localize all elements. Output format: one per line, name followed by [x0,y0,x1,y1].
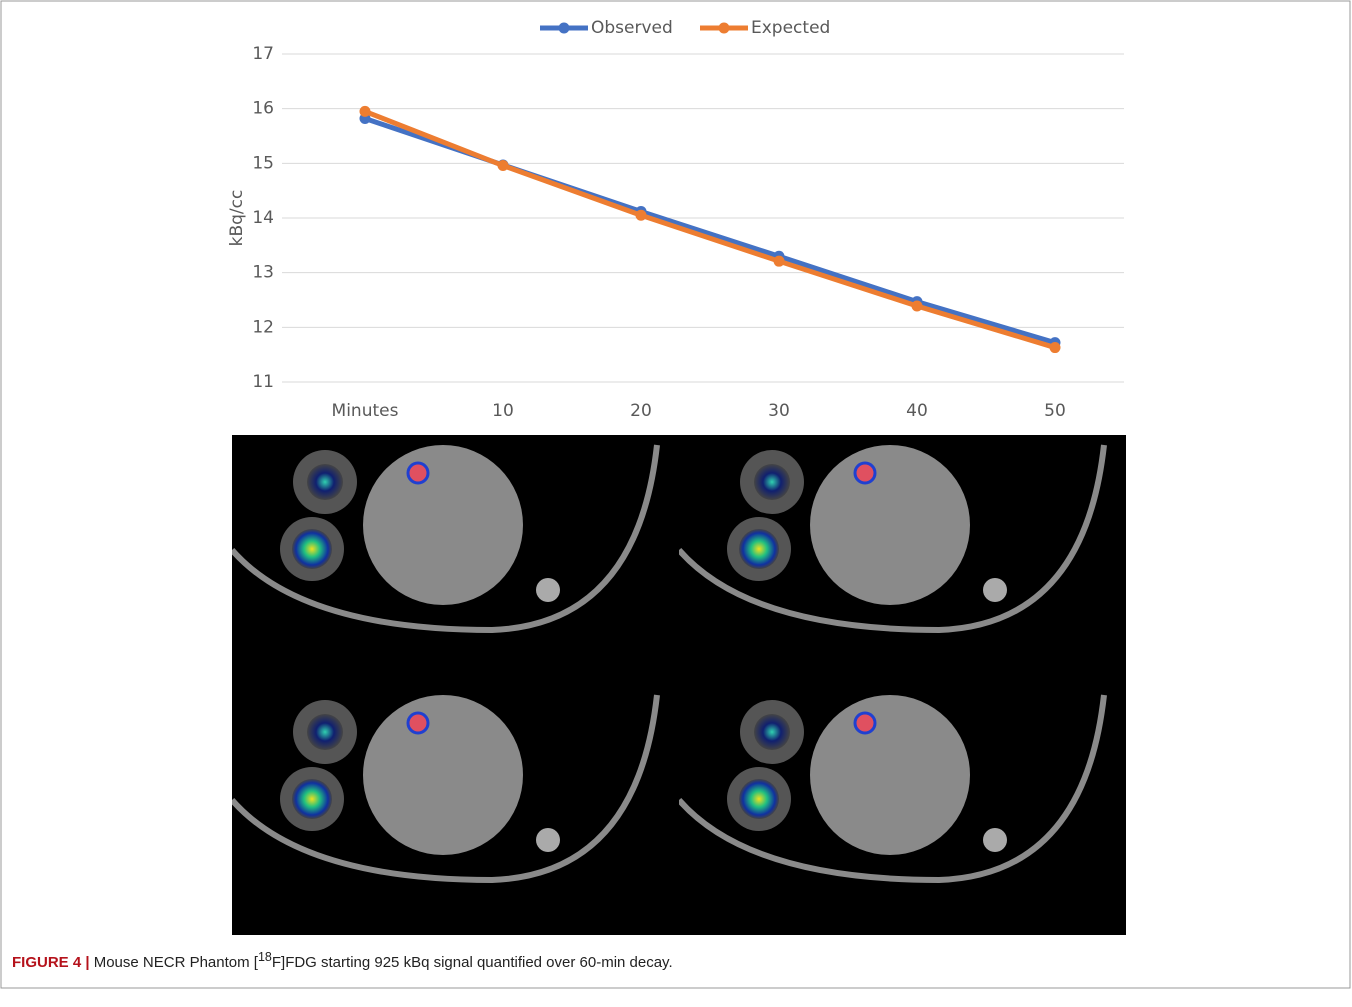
legend-marker [718,22,730,34]
x-tick-label: 20 [630,401,652,421]
y-tick-label: 12 [252,317,274,337]
x-tick-label: 50 [1044,401,1066,421]
legend-marker [558,22,570,34]
caption: FIGURE 4 | Mouse NECR Phantom [18F]FDG s… [12,950,673,971]
data-point [497,160,509,172]
y-tick-label: 17 [252,44,274,64]
caption-text: F]FDG starting 925 kBq signal quantified… [271,954,673,971]
x-tick-label: 40 [906,401,928,421]
legend-label: Expected [751,18,830,38]
x-tick-label: 10 [492,401,514,421]
y-tick-label: 13 [252,263,274,283]
legend: Observed Expected [540,18,830,38]
phantom-image [232,435,679,685]
data-point [1049,342,1061,354]
y-tick-label: 15 [252,153,274,173]
phantom-image [679,685,1126,935]
data-line [364,109,1056,350]
x-tick-label: 30 [768,401,790,421]
caption-superscript: 18 [257,950,272,964]
x-tick-label: Minutes [332,401,399,421]
data-point [911,300,923,312]
data-point [635,209,647,221]
phantom-image [679,435,1126,685]
caption-text: Mouse NECR Phantom [ [93,954,258,971]
phantom-image [232,685,679,935]
legend-label: Observed [591,18,673,38]
y-tick-label: 14 [252,208,274,228]
data-point [773,255,785,267]
y-axis-label: kBq/cc [227,190,247,247]
caption-label: FIGURE 4 | [12,954,90,971]
y-tick-label: 11 [252,372,274,392]
data-point [359,105,371,117]
y-tick-label: 16 [252,99,274,119]
phantom-images [232,435,1126,935]
